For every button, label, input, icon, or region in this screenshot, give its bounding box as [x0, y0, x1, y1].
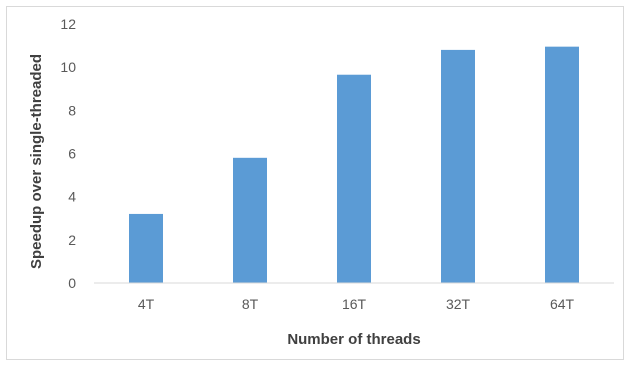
chart-frame — [6, 6, 624, 360]
x-axis-ticks: 4T 8T 16T 32T 64T — [138, 296, 575, 312]
x-tick-label: 16T — [342, 296, 367, 312]
x-tick-label: 64T — [550, 296, 575, 312]
bar-64t — [545, 46, 579, 283]
y-tick-label: 10 — [60, 59, 76, 75]
y-tick-label: 12 — [60, 16, 76, 32]
y-tick-label: 4 — [68, 189, 76, 205]
x-axis-title: Number of threads — [287, 331, 420, 348]
y-tick-label: 8 — [68, 102, 76, 118]
x-tick-label: 8T — [242, 296, 259, 312]
x-tick-label: 4T — [138, 296, 155, 312]
y-axis-title: Speedup over single-threaded — [28, 54, 45, 269]
bar-4t — [129, 213, 163, 283]
bar-16t — [337, 74, 371, 284]
y-tick-label: 2 — [68, 232, 76, 248]
bars — [129, 46, 579, 284]
y-tick-label: 0 — [68, 275, 76, 291]
bar-32t — [441, 49, 475, 284]
y-axis-ticks: 0 2 4 6 8 10 12 — [60, 16, 76, 291]
bar-8t — [233, 157, 267, 283]
x-tick-label: 32T — [446, 296, 471, 312]
y-tick-label: 6 — [68, 146, 76, 162]
